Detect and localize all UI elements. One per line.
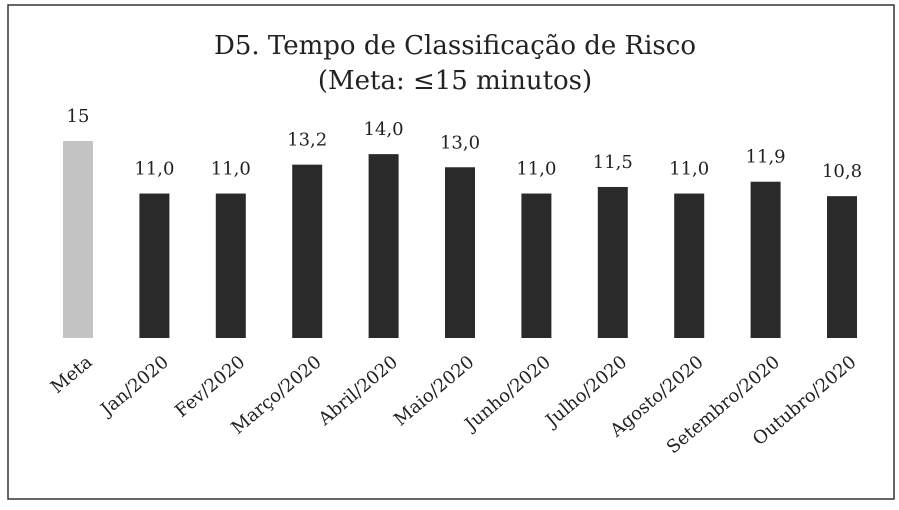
- data-label: 14,0: [364, 119, 404, 140]
- data-label: 11,0: [669, 159, 709, 180]
- bar: [368, 154, 399, 338]
- bar: [292, 164, 323, 338]
- bar: [597, 186, 628, 338]
- data-label: 13,2: [287, 130, 327, 151]
- bar: [674, 193, 705, 338]
- bar: [445, 167, 475, 338]
- bar: [215, 193, 246, 338]
- data-label: 11,9: [746, 147, 786, 168]
- data-label: 11,0: [516, 159, 556, 180]
- chart-subtitle: (Meta: ≤15 minutos): [318, 66, 592, 96]
- bar: [750, 181, 781, 338]
- data-label: 11,0: [134, 159, 174, 180]
- data-label: 11,0: [211, 159, 251, 180]
- data-label: 10,8: [822, 161, 862, 182]
- data-label: 13,0: [440, 132, 480, 153]
- bar: [63, 141, 93, 338]
- bar: [139, 193, 170, 338]
- bar: [521, 193, 552, 338]
- chart-title: D5. Tempo de Classificação de Risco: [214, 31, 696, 61]
- bar: [827, 196, 857, 338]
- data-label: 15: [67, 106, 90, 127]
- data-label: 11,5: [593, 152, 633, 173]
